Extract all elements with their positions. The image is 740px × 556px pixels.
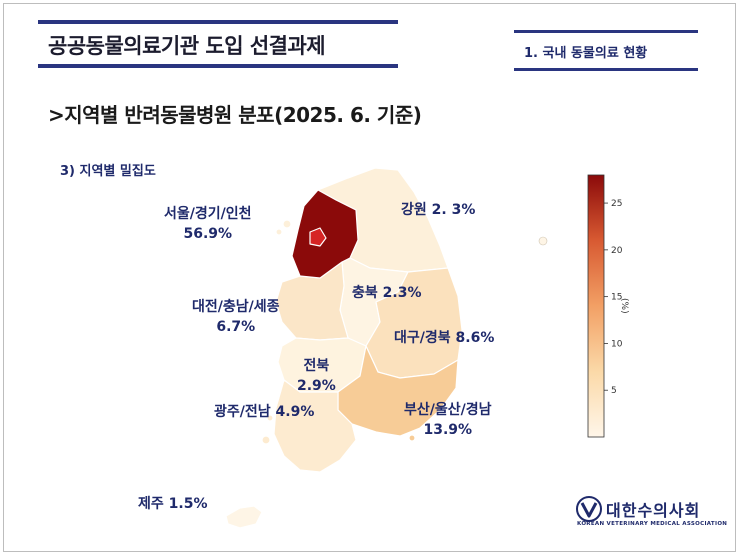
- slide-title: 공공동물의료기관 도입 선결과제: [48, 34, 326, 58]
- region-label-jeju: 제주 1.5%: [138, 494, 207, 514]
- section-bar-top: [514, 30, 698, 33]
- region-value: 2. 3%: [431, 202, 476, 218]
- title-bar-top: [38, 20, 398, 24]
- association-name-en: KOREAN VETERINARY MEDICAL ASSOCIATION: [577, 521, 728, 527]
- legend-tick-label: 5: [611, 386, 617, 396]
- island-west-3: [266, 414, 274, 422]
- region-jeju: [225, 505, 263, 529]
- item-heading: 3) 지역별 밀집도: [60, 164, 156, 179]
- legend-tick-label: 20: [611, 246, 623, 256]
- region-value: 1.5%: [168, 496, 208, 512]
- region-label-chungbuk: 충북 2.3%: [352, 283, 421, 303]
- association-name: 대한수의사회: [606, 501, 701, 520]
- region-name: 강원: [401, 202, 427, 218]
- region-jeonnam: [273, 379, 357, 473]
- region-name: 전북: [303, 358, 330, 374]
- color-scale-unit: (%): [619, 298, 629, 314]
- section-bar-bottom: [514, 68, 698, 71]
- association-logo-icon: [576, 496, 602, 522]
- region-gyeongnam: [337, 345, 459, 437]
- region-name: 충북: [352, 285, 378, 301]
- section-label: 1. 국내 동물의료 현황: [524, 46, 648, 61]
- island-ulleung: [538, 236, 548, 246]
- island-west-1: [282, 219, 292, 229]
- region-seoul-gyeonggi: [291, 189, 359, 279]
- region-value: 56.9%: [183, 226, 233, 242]
- region-value: 6.7%: [216, 319, 256, 335]
- region-label-seoul-gyeonggi: 서울/경기/인천 56.9%: [164, 204, 252, 244]
- region-value: 2.3%: [382, 285, 422, 301]
- title-bar-bottom: [38, 64, 398, 68]
- island-west-4: [261, 435, 271, 445]
- slide-frame: [3, 3, 736, 552]
- region-label-jeonnam: 광주/전남 4.9%: [214, 402, 314, 422]
- legend-tick-label: 15: [611, 293, 622, 303]
- region-value: 8.6%: [455, 330, 495, 346]
- region-label-chungnam: 대전/충남/세종 6.7%: [192, 297, 280, 337]
- region-name: 대전/충남/세종: [192, 299, 280, 315]
- region-label-gyeongnam: 부산/울산/경남 13.9%: [404, 400, 492, 440]
- region-name: 대구/경북: [394, 330, 451, 346]
- region-value: 4.9%: [275, 404, 315, 420]
- region-name: 제주: [138, 496, 164, 512]
- island-south-1: [408, 434, 416, 442]
- legend-tick-label: 25: [611, 199, 622, 209]
- legend-tick-label: 10: [611, 339, 623, 349]
- region-value: 2.9%: [297, 378, 336, 394]
- color-scale-bar: [587, 174, 605, 438]
- region-seoul-core: [309, 227, 327, 247]
- region-label-gyeongbuk: 대구/경북 8.6%: [394, 328, 494, 348]
- region-name: 부산/울산/경남: [404, 402, 492, 418]
- region-name: 서울/경기/인천: [164, 206, 252, 222]
- region-label-gangwon: 강원 2. 3%: [401, 200, 475, 220]
- island-west-2: [275, 228, 283, 236]
- region-name: 광주/전남: [214, 404, 271, 420]
- region-label-jeonbuk: 전북 2.9%: [297, 356, 336, 396]
- region-value: 13.9%: [423, 422, 473, 438]
- subtitle: >지역별 반려동물병원 분포(2025. 6. 기준): [48, 103, 422, 127]
